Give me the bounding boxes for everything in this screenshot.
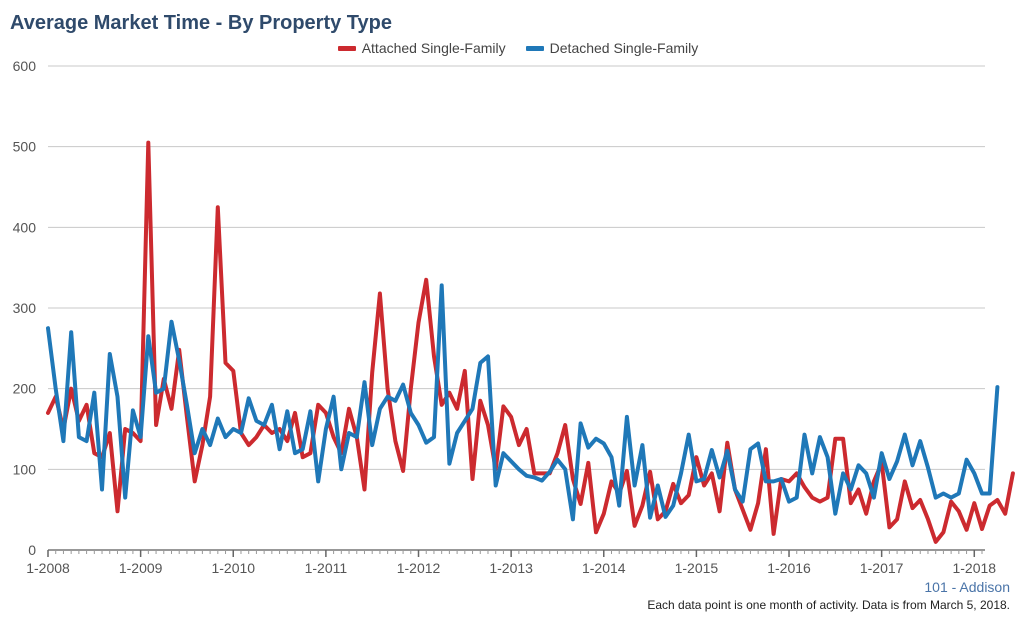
y-tick-label-100: 100 bbox=[13, 461, 37, 477]
chart-series bbox=[46, 140, 1015, 544]
x-tick-label-1-2013: 1-2013 bbox=[489, 560, 533, 576]
y-tick-label-400: 400 bbox=[13, 219, 37, 235]
chart-legend: Attached Single-Family Detached Single-F… bbox=[0, 40, 1036, 56]
x-tick-label-1-2014: 1-2014 bbox=[582, 560, 626, 576]
y-tick-label-300: 300 bbox=[13, 300, 37, 316]
legend-item-attached[interactable]: Attached Single-Family bbox=[337, 40, 506, 56]
x-tick-label-1-2011: 1-2011 bbox=[305, 560, 348, 576]
x-tick-label-1-2016: 1-2016 bbox=[767, 560, 811, 576]
x-tick-label-1-2018: 1-2018 bbox=[952, 560, 996, 576]
y-tick-label-200: 200 bbox=[13, 381, 37, 397]
chart-footnote: Each data point is one month of activity… bbox=[647, 598, 1010, 612]
x-axis: 1-2008 1-2009 1-2010 1-2011 1-2012 1-2013 1-20… bbox=[26, 549, 996, 576]
legend-swatch-detached bbox=[525, 45, 544, 51]
x-tick-label-1-2012: 1-2012 bbox=[397, 560, 441, 576]
x-tick-label-1-2009: 1-2009 bbox=[119, 560, 163, 576]
chart-title: Average Market Time - By Property Type bbox=[10, 12, 392, 34]
series-line-detached bbox=[46, 283, 1000, 522]
x-tick-label-1-2015: 1-2015 bbox=[675, 560, 719, 576]
legend-label-attached: Attached Single-Family bbox=[361, 40, 506, 56]
legend-swatch-attached bbox=[337, 45, 356, 51]
x-tick-label-1-2010: 1-2010 bbox=[211, 560, 255, 576]
y-tick-label-0: 0 bbox=[28, 542, 36, 558]
y-tick-label-500: 500 bbox=[13, 139, 37, 155]
area-label: 101 - Addison bbox=[924, 579, 1010, 595]
legend-item-detached[interactable]: Detached Single-Family bbox=[525, 40, 699, 56]
x-tick-label-1-2017: 1-2017 bbox=[860, 560, 904, 576]
legend-label-detached: Detached Single-Family bbox=[549, 40, 699, 56]
x-tick-label-1-2008: 1-2008 bbox=[26, 560, 70, 576]
series-line-attached bbox=[46, 140, 1015, 544]
y-axis-ticks: 0 100 200 300 400 500 600 bbox=[13, 58, 37, 558]
y-tick-label-600: 600 bbox=[13, 58, 37, 74]
